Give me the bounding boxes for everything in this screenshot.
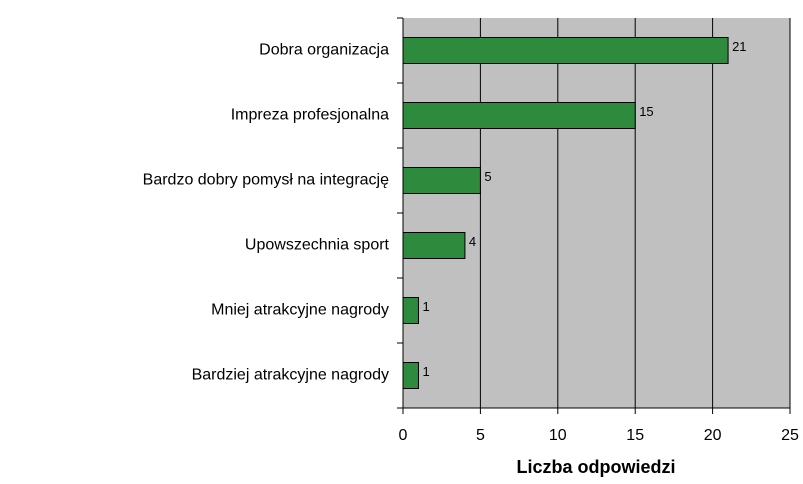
- value-label: 15: [639, 104, 653, 119]
- value-label: 21: [732, 39, 746, 54]
- x-tick-label: 5: [476, 427, 485, 444]
- y-tick-label: Mniej atrakcyjne nagrody: [211, 302, 389, 319]
- y-tick-label: Impreza profesjonalna: [231, 107, 389, 124]
- bar: [402, 232, 466, 259]
- y-tick-label: Upowszechnia sport: [245, 237, 390, 254]
- x-tick-label: 25: [781, 427, 799, 444]
- plot-area: [403, 18, 790, 408]
- value-label: 4: [469, 234, 476, 249]
- x-tick-label: 15: [626, 427, 644, 444]
- bar: [402, 297, 419, 324]
- x-tick-label: 0: [399, 427, 408, 444]
- value-label: 1: [422, 299, 429, 314]
- bar: [402, 102, 636, 129]
- x-tick-label: 20: [704, 427, 722, 444]
- y-tick-label: Bardziej atrakcyjne nagrody: [192, 367, 389, 384]
- value-label: 1: [422, 364, 429, 379]
- bar: [402, 167, 481, 194]
- y-tick-label: Dobra organizacja: [259, 42, 389, 59]
- y-tick-label: Bardzo dobry pomysł na integrację: [143, 172, 389, 189]
- bar: [402, 362, 419, 389]
- bar: [402, 37, 729, 64]
- x-axis-title: Liczba odpowiedzi: [516, 457, 675, 477]
- value-label: 5: [484, 169, 491, 184]
- x-tick-label: 10: [549, 427, 567, 444]
